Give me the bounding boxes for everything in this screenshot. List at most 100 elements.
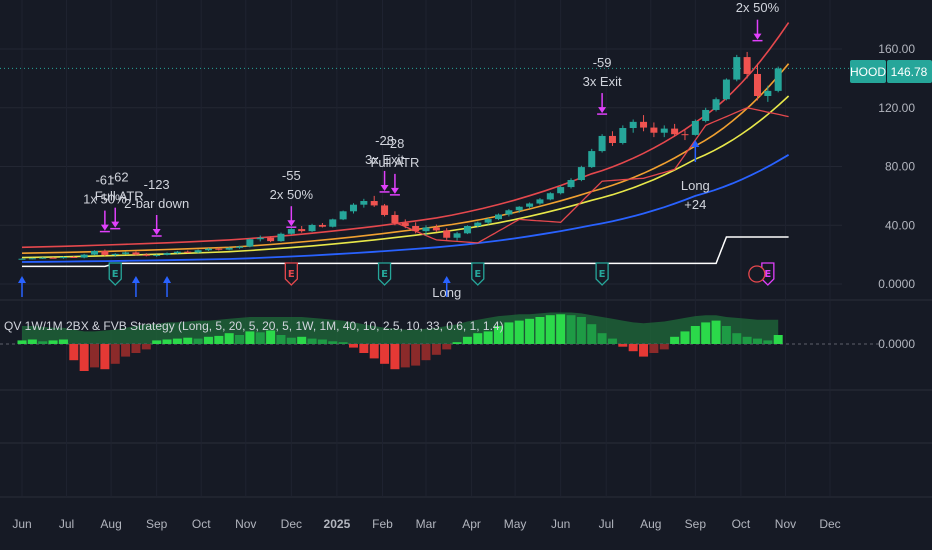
oscillator-bar bbox=[193, 338, 203, 344]
candle-body bbox=[28, 258, 36, 260]
oscillator-bar bbox=[597, 333, 607, 344]
exit-marker-arrow bbox=[380, 184, 389, 191]
time-tick-label: Oct bbox=[732, 517, 751, 531]
oscillator-bar bbox=[266, 330, 276, 344]
oscillator-bar bbox=[742, 336, 752, 344]
oscillator-bar bbox=[711, 320, 721, 344]
oscillator-bar bbox=[255, 332, 265, 344]
candle-body bbox=[567, 180, 575, 188]
oscillator-bar bbox=[452, 342, 462, 344]
oscillator-bar bbox=[525, 318, 535, 344]
candle-body bbox=[640, 121, 648, 128]
exit-marker-arrow bbox=[287, 220, 296, 227]
entry-arrow-head bbox=[18, 276, 26, 283]
upper-band-line bbox=[21, 22, 790, 249]
candle-body bbox=[277, 233, 285, 242]
oscillator-bar bbox=[628, 344, 638, 352]
indicator-legend[interactable]: QV 1W/1M 2BX & FVB Strategy (Long, 5, 20… bbox=[4, 319, 504, 333]
price-tick-label: 80.00 bbox=[885, 160, 915, 174]
candle-body bbox=[588, 151, 596, 168]
candle-body bbox=[546, 193, 554, 200]
candle-body bbox=[225, 247, 233, 250]
candle-body bbox=[495, 214, 503, 220]
band-lines bbox=[21, 22, 790, 268]
trade-annotation: 3x Exit bbox=[583, 74, 622, 89]
candle-body bbox=[557, 187, 565, 194]
trade-annotation: 1x 50% bbox=[83, 192, 127, 207]
mid-band-line bbox=[21, 63, 790, 254]
oscillator-bar bbox=[494, 326, 504, 344]
candle-body bbox=[339, 211, 347, 220]
oscillator-bar bbox=[400, 344, 410, 368]
candle-body bbox=[318, 224, 326, 227]
oscillator-bar bbox=[172, 338, 182, 344]
oscillator-bar bbox=[79, 344, 89, 371]
entry-arrow-head bbox=[163, 276, 172, 283]
oscillator-bar bbox=[483, 331, 493, 344]
oscillator-bar bbox=[338, 342, 348, 344]
candle-body bbox=[432, 227, 440, 231]
time-tick-label: Jul bbox=[599, 517, 614, 531]
candle-body bbox=[360, 201, 368, 205]
oscillator-bar bbox=[670, 336, 680, 344]
time-tick-label: Sep bbox=[685, 517, 707, 531]
oscillator-bar bbox=[214, 335, 224, 344]
candle-body bbox=[608, 135, 616, 143]
exit-marker-arrow bbox=[111, 221, 120, 228]
oscillator-pane bbox=[0, 312, 880, 371]
candle-body bbox=[691, 120, 699, 135]
price-label[interactable]: HOOD 146.78 bbox=[850, 60, 932, 83]
oscillator-bar bbox=[763, 340, 773, 344]
oscillator-bar bbox=[680, 331, 690, 344]
candle-body bbox=[453, 233, 461, 238]
trade-annotation: -123 bbox=[144, 177, 170, 192]
oscillator-bar bbox=[245, 331, 255, 344]
candle-body bbox=[443, 230, 451, 238]
split-marker bbox=[748, 265, 766, 283]
candle-body bbox=[401, 223, 409, 226]
trade-annotation: 2-bar down bbox=[124, 196, 189, 211]
oscillator-bar bbox=[224, 333, 234, 344]
ticker-label: HOOD bbox=[850, 65, 886, 79]
oscillator-bar bbox=[431, 344, 441, 355]
oscillator-bar bbox=[27, 339, 37, 344]
oscillator-bar bbox=[17, 340, 27, 344]
candle-body bbox=[80, 254, 88, 258]
oscillator-bar bbox=[69, 344, 79, 361]
oscillator-bar bbox=[121, 344, 131, 357]
candle-body bbox=[111, 253, 119, 255]
time-tick-label: Dec bbox=[819, 517, 840, 531]
candle-body bbox=[681, 134, 689, 136]
price-tick-label: 160.00 bbox=[878, 42, 915, 56]
candle-body bbox=[49, 257, 57, 259]
oscillator-bar bbox=[235, 335, 245, 344]
candle-body bbox=[298, 229, 306, 232]
exit-marker-arrow bbox=[598, 107, 607, 114]
oscillator-bar bbox=[48, 340, 58, 344]
ticker-badge bbox=[850, 60, 886, 83]
candle-body bbox=[702, 109, 710, 121]
earnings-marker bbox=[108, 262, 122, 286]
earnings-marker-letter: E bbox=[381, 269, 388, 280]
oscillator-bar bbox=[369, 344, 379, 359]
trade-annotation: Full ATR bbox=[370, 155, 419, 170]
candle-body bbox=[671, 128, 679, 135]
oscillator-bar bbox=[607, 338, 617, 344]
time-tick-label: Nov bbox=[775, 517, 796, 531]
earnings-marker bbox=[471, 262, 485, 286]
candle-body bbox=[236, 246, 244, 248]
candle-body bbox=[422, 227, 430, 232]
candle-body bbox=[712, 99, 720, 110]
slow-ma-line bbox=[21, 154, 790, 263]
candlestick-series bbox=[18, 51, 782, 260]
candle-body bbox=[101, 250, 109, 255]
oscillator-bar bbox=[587, 324, 597, 344]
oscillator-bar bbox=[721, 326, 731, 344]
axes: 160.00 120.00 80.00 40.00 0.0000 0.0000 Jun Jul… bbox=[12, 42, 915, 531]
candle-body bbox=[349, 204, 357, 212]
time-tick-label: Sep bbox=[146, 517, 168, 531]
oscillator-bar bbox=[297, 336, 307, 344]
candle-body bbox=[122, 252, 130, 254]
